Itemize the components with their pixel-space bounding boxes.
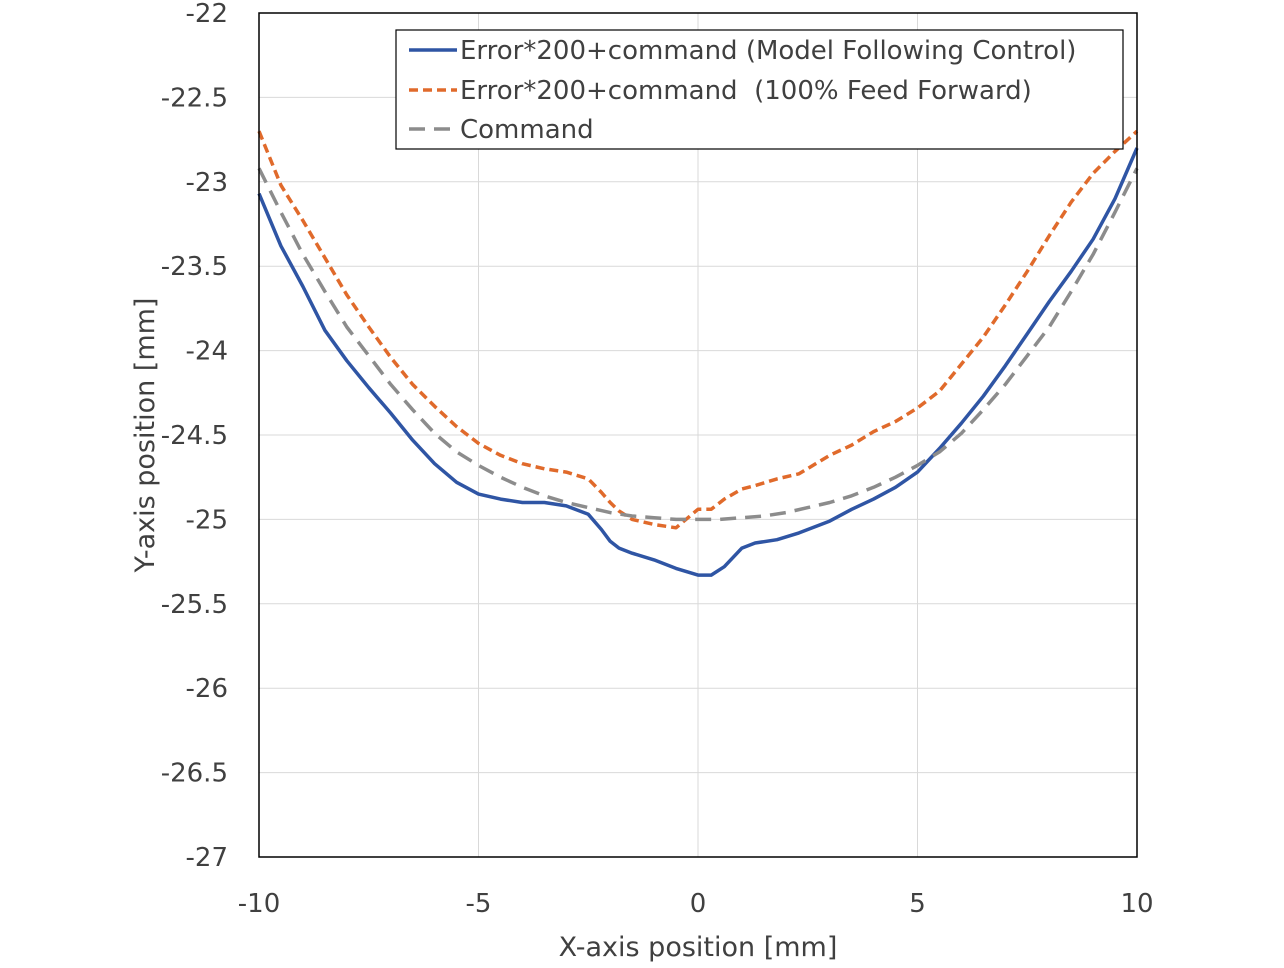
x-tick-label: 5 xyxy=(909,889,926,919)
y-tick-label: -23 xyxy=(186,168,228,198)
legend-box xyxy=(395,29,1124,150)
legend: Error*200+command (Model Following Contr… xyxy=(395,29,1124,150)
y-tick-label: -26.5 xyxy=(161,759,228,789)
y-tick-labels: -22 -22.5 -23 -23.5 -24 -24.5 -25 -25.5 -26 -26.5… xyxy=(161,0,228,873)
y-tick-label: -24 xyxy=(186,337,228,367)
y-tick-label: -23.5 xyxy=(161,252,228,282)
legend-items: Error*200+command (Model Following Contr… xyxy=(409,36,1076,145)
y-tick-label: -22 xyxy=(186,0,228,29)
y-tick-label: -27 xyxy=(186,843,228,873)
series-line-1 xyxy=(257,147,1139,577)
y-tick-label: -26 xyxy=(186,674,228,704)
x-tick-label: -5 xyxy=(466,889,492,919)
x-tick-label: 0 xyxy=(690,889,707,919)
legend-label-2: Error*200+command (100% Feed Forward) xyxy=(460,76,1032,106)
legend-label-3: Command xyxy=(460,115,594,145)
plot-frame xyxy=(258,12,1138,858)
series-line-3 xyxy=(257,167,1139,522)
x-tick-label: -10 xyxy=(238,889,280,919)
legend-label-1: Error*200+command (Model Following Contr… xyxy=(460,36,1076,66)
series-lines xyxy=(257,129,1139,577)
y-tick-label: -22.5 xyxy=(161,83,228,113)
y-tick-label: -25.5 xyxy=(161,590,228,620)
x-axis-label: X-axis position [mm] xyxy=(559,932,838,963)
y-tick-label: -25 xyxy=(186,505,228,535)
y-tick-label: -24.5 xyxy=(161,421,228,451)
x-tick-label: 10 xyxy=(1120,889,1153,919)
x-tick-labels: -10 -5 0 5 10 xyxy=(238,889,1154,919)
y-axis-label: Y-axis position [mm] xyxy=(130,298,161,574)
series-line-2 xyxy=(257,129,1139,530)
